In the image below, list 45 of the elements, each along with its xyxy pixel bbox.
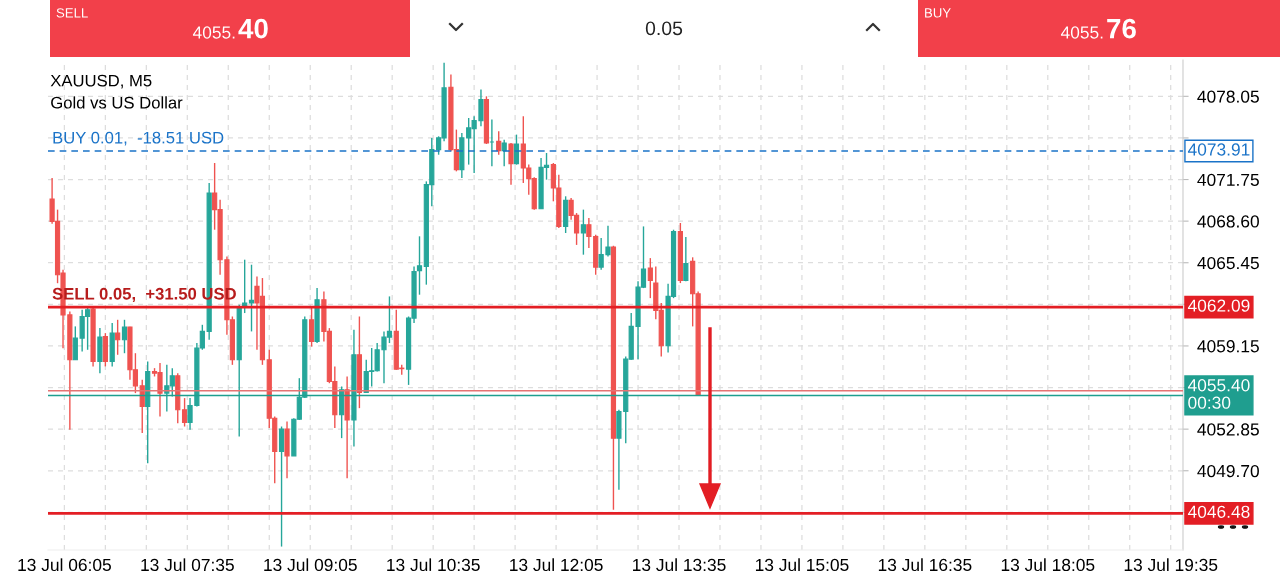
candlestick xyxy=(508,142,514,186)
candlestick xyxy=(242,259,248,314)
x-tick-label: 13 Jul 10:35 xyxy=(387,558,480,572)
y-tick-label: 4052.85 xyxy=(1197,423,1259,436)
x-tick-label: 13 Jul 15:05 xyxy=(755,558,849,572)
candlestick xyxy=(496,130,502,156)
y-tick-label: 4059.15 xyxy=(1197,340,1259,353)
candlestick xyxy=(513,133,520,166)
x-tick-label: 13 Jul 12:05 xyxy=(510,558,603,572)
x-tick-label: 13 Jul 16:35 xyxy=(878,558,972,572)
candlestick xyxy=(121,319,128,354)
y-tick-label: 4068.60 xyxy=(1197,215,1259,228)
y-tick-label: 4071.75 xyxy=(1197,173,1259,186)
candlestick xyxy=(580,208,587,256)
ref-line-label: 4046.48 xyxy=(1187,505,1250,518)
candlestick xyxy=(115,319,121,356)
text: 76 xyxy=(1107,18,1136,39)
text: XAUUSD, M5 xyxy=(50,74,152,89)
text: 4055. xyxy=(192,26,235,39)
text: SELL xyxy=(56,8,88,18)
annotation: BUY 0.01, -18.51 USD xyxy=(53,131,224,146)
text: BUY xyxy=(925,8,951,18)
ref-line-label: 4062.09 xyxy=(1187,299,1250,312)
ref-line-label: 4073.91 xyxy=(1187,143,1250,156)
x-tick-label: 13 Jul 09:05 xyxy=(264,558,357,572)
text: Gold vs US Dollar xyxy=(51,96,183,109)
x-tick-label: 13 Jul 19:35 xyxy=(1124,558,1218,572)
candlestick xyxy=(416,235,423,296)
candlestick xyxy=(181,397,188,428)
x-tick-label: 13 Jul 06:05 xyxy=(18,558,111,572)
candlestick xyxy=(278,425,285,548)
x-tick-label: 13 Jul 18:05 xyxy=(1001,558,1095,572)
text: 0.05 xyxy=(645,21,683,36)
x-tick-label: 13 Jul 13:35 xyxy=(633,558,726,572)
y-tick-label: 4065.45 xyxy=(1197,256,1259,270)
x-tick-label: 13 Jul 07:35 xyxy=(141,558,234,572)
text: 4055. xyxy=(1060,26,1103,39)
y-tick-label: 4078.05 xyxy=(1197,90,1259,103)
candlestick xyxy=(683,236,689,283)
candlestick xyxy=(647,257,653,299)
candlestick xyxy=(501,138,507,168)
ref-line-label: 4055.40 00:30 xyxy=(1187,379,1250,409)
text: 40 xyxy=(238,18,268,39)
y-tick-label: 4049.70 xyxy=(1197,464,1259,478)
candlestick xyxy=(248,264,255,333)
